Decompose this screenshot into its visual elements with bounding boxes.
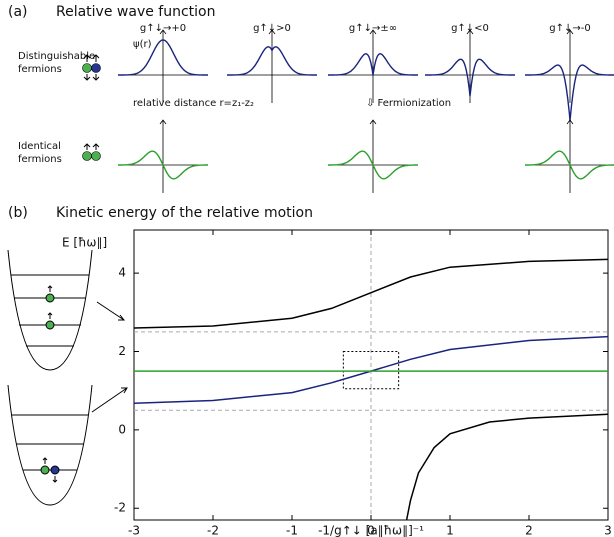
wave-function [227, 46, 317, 76]
curve [133, 258, 609, 329]
y-tick-label: 2 [118, 344, 126, 358]
curve [405, 413, 609, 521]
panel-title: Relative wave function [56, 4, 215, 20]
row-label: Distinguishable [18, 51, 95, 62]
x-tick-label: 2 [525, 524, 533, 537]
axis [118, 119, 208, 193]
axis [227, 29, 317, 103]
x-tick-label: -2 [207, 524, 219, 537]
wave-function [118, 150, 208, 180]
panel-label: (a) [8, 4, 28, 20]
annotation: ⇩ Fermionization [366, 98, 451, 109]
psi-label: ψ(r) [133, 39, 152, 50]
axis [525, 119, 614, 193]
column-label: g↑↓<0 [451, 23, 489, 34]
x-tick-label: 0 [367, 524, 375, 537]
column-label: g↑↓>0 [253, 23, 291, 34]
column-label: g↑↓→+0 [140, 23, 186, 34]
axis [525, 29, 614, 103]
y-tick-label: -2 [114, 501, 126, 515]
wave-function [118, 39, 208, 76]
y-tick-label: 0 [118, 422, 126, 436]
axis [328, 119, 418, 193]
y-tick-label: 4 [118, 266, 126, 280]
particles [82, 54, 101, 161]
row-label: fermions [18, 154, 62, 165]
panel-label: (b) [8, 205, 28, 221]
x-tick-label: -1 [286, 524, 298, 537]
wave-function [525, 150, 614, 180]
row-label: Identical [18, 141, 61, 152]
panel-title: Kinetic energy of the relative motion [56, 205, 313, 221]
column-label: g↑↓→-0 [549, 23, 590, 34]
wave-function [425, 58, 515, 97]
wave-function [525, 64, 614, 121]
column-label: g↑↓→±∞ [349, 23, 397, 34]
distance-label: relative distance r=z₁-z₂ [133, 98, 254, 109]
zoom-box [342, 350, 400, 390]
wave-function [328, 150, 418, 180]
x-tick-label: -3 [128, 524, 140, 537]
x-tick-label: 1 [446, 524, 454, 537]
y-axis-label: E [ħω∥] [62, 236, 107, 250]
wave-function [328, 53, 418, 76]
axis [118, 29, 208, 103]
trap-diagrams [7, 249, 128, 506]
x-tick-label: 3 [604, 524, 612, 537]
x-axis-label: -1/g↑↓ [a∥ħω∥]⁻¹ [318, 524, 424, 537]
axis [328, 29, 418, 103]
row-label: fermions [18, 64, 62, 75]
